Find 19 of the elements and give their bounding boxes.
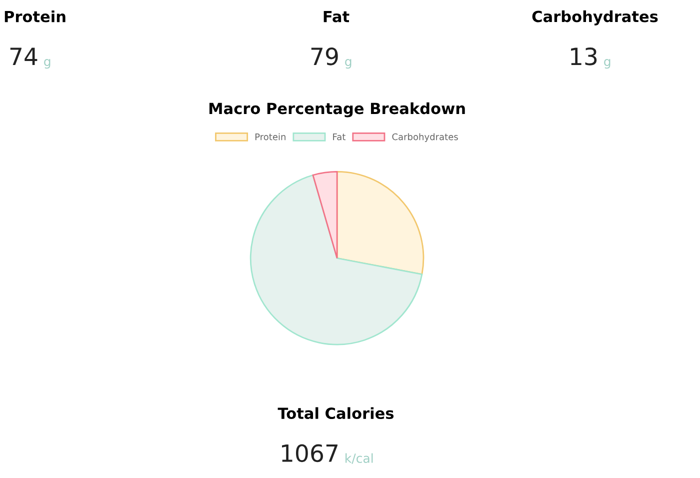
text: Carbohydrates	[532, 10, 658, 26]
text: Protein	[4, 10, 66, 22]
text: g	[44, 59, 50, 69]
chart-title: Macro Percentage Breakdown	[209, 102, 465, 118]
pie-slice	[250, 174, 423, 346]
text: 1067	[282, 444, 338, 462]
text: 13	[571, 48, 597, 66]
text: g	[345, 59, 352, 69]
legend-label: Carbohydrates	[392, 133, 458, 142]
pie-slice	[336, 171, 424, 276]
text: 74	[10, 48, 38, 66]
text: 79	[311, 48, 338, 66]
legend-label: Protein	[255, 133, 286, 140]
text: Fat	[324, 10, 350, 22]
text: Total Calories	[278, 407, 394, 420]
text: g	[604, 59, 610, 69]
legend-label: Fat	[333, 134, 346, 140]
pie-slice	[312, 171, 338, 259]
text: k/cal	[346, 453, 373, 464]
